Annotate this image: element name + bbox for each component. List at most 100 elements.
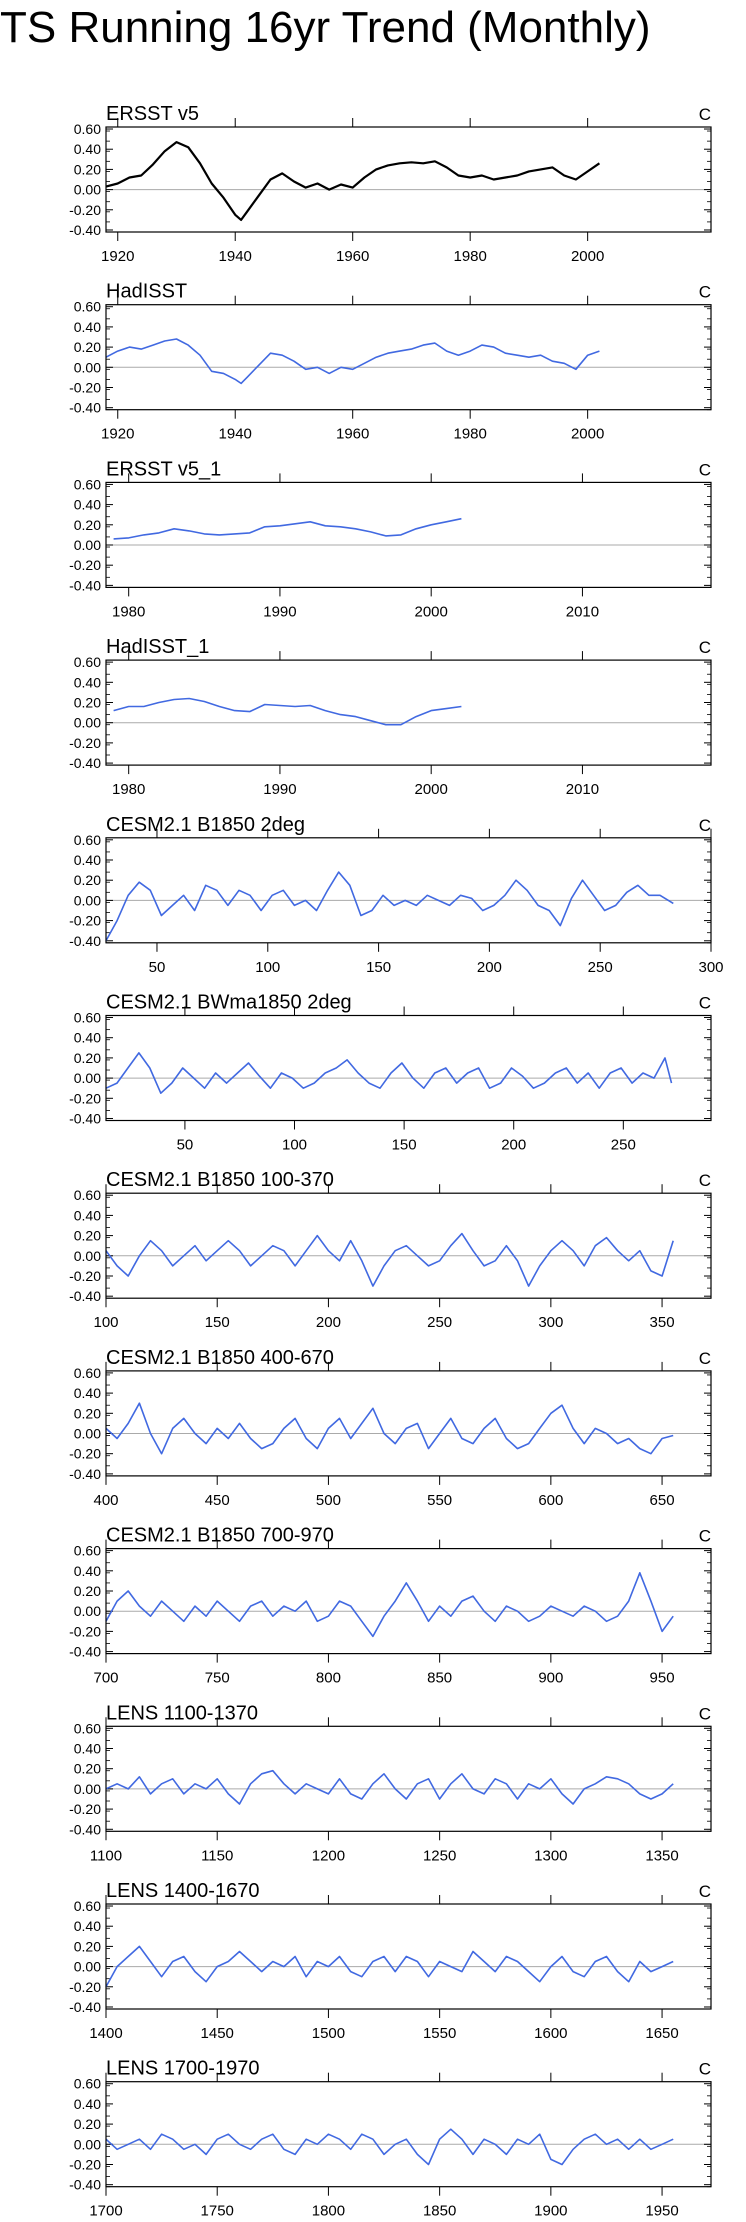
x-tick-label: 1450 xyxy=(201,2025,234,2042)
x-tick-label: 1600 xyxy=(534,2025,567,2042)
x-tick-label: 350 xyxy=(650,1314,675,1331)
panel-9: CESM2.1 B1850 700-970 C -0.40 -0.20 0.00 0.20… xyxy=(69,1525,712,1687)
series-line xyxy=(113,697,462,726)
x-tick-label: 1980 xyxy=(453,248,486,265)
y-tick-label: -0.40 xyxy=(69,1110,101,1126)
units-label: C xyxy=(699,1349,711,1368)
x-tick-label: 1920 xyxy=(101,426,134,443)
units-label: C xyxy=(699,1171,711,1190)
x-tick-label: 1500 xyxy=(312,2025,345,2042)
y-tick-label: 0.00 xyxy=(74,1248,101,1264)
panel-10: LENS 1100-1370 C -0.40 -0.20 0.00 0.20 0.40 0.6… xyxy=(69,1702,712,1864)
x-tick-label: 1650 xyxy=(645,2025,678,2042)
plot-frame xyxy=(105,304,712,411)
panel-title: HadISST xyxy=(106,281,187,303)
x-tick-label: 500 xyxy=(316,1492,341,1509)
x-tick-label: 1400 xyxy=(89,2025,122,2042)
x-tick-label: 50 xyxy=(177,1137,194,1154)
x-tick-label: 1960 xyxy=(336,426,369,443)
plot-frame xyxy=(105,1014,712,1122)
y-tick-label: 0.00 xyxy=(74,182,101,198)
plot-frame xyxy=(105,1903,712,2010)
x-tick-label: 1850 xyxy=(423,2203,456,2220)
y-tick-label: 0.20 xyxy=(74,1050,101,1066)
y-tick-label: -0.20 xyxy=(69,735,101,751)
x-tick-label: 1250 xyxy=(423,1847,456,1864)
x-tick-label: 150 xyxy=(392,1137,417,1154)
units-label: C xyxy=(699,460,711,479)
y-tick-label: -0.40 xyxy=(69,1466,101,1482)
y-tick-label: 0.20 xyxy=(74,2116,101,2132)
x-tick-label: 2000 xyxy=(571,248,604,265)
y-tick-label: 0.60 xyxy=(74,1543,101,1559)
x-tick-label: 1990 xyxy=(263,781,296,798)
panel-2: HadISST C -0.40 -0.20 0.00 0.20 0.40 0.60 1920 19… xyxy=(69,281,712,443)
x-tick-label: 1550 xyxy=(423,2025,456,2042)
y-tick-label: -0.20 xyxy=(69,2156,101,2172)
y-tick-label: -0.20 xyxy=(69,202,101,218)
y-tick-label: -0.20 xyxy=(69,1268,101,1284)
y-tick-label: 0.40 xyxy=(74,1563,101,1579)
x-tick-label: 2000 xyxy=(571,426,604,443)
series-line xyxy=(105,1572,674,1638)
y-tick-label: 0.40 xyxy=(74,1918,101,1934)
y-tick-label: 0.20 xyxy=(74,1405,101,1421)
panel-7: CESM2.1 B1850 100-370 C -0.40 -0.20 0.00 0.20… xyxy=(69,1169,712,1331)
units-label: C xyxy=(699,1527,711,1546)
y-tick-label: 0.00 xyxy=(74,1425,101,1441)
x-tick-label: 850 xyxy=(427,1670,452,1687)
x-tick-label: 50 xyxy=(149,959,166,976)
y-tick-label: 0.20 xyxy=(74,1583,101,1599)
y-tick-label: -0.20 xyxy=(69,557,101,573)
y-tick-label: 0.00 xyxy=(74,359,101,375)
x-tick-label: 1200 xyxy=(312,1847,345,1864)
panel-title: LENS 1400-1670 xyxy=(106,1880,259,1902)
y-tick-label: -0.40 xyxy=(69,1644,101,1660)
x-tick-label: 1980 xyxy=(112,603,145,620)
panel-3: ERSST v5_1 C -0.40 -0.20 0.00 0.20 0.40 0.60 198… xyxy=(69,458,712,620)
y-tick-label: 0.60 xyxy=(74,476,101,492)
x-tick-label: 2000 xyxy=(415,603,448,620)
x-tick-label: 100 xyxy=(255,959,280,976)
x-tick-label: 650 xyxy=(650,1492,675,1509)
y-tick-label: -0.40 xyxy=(69,1999,101,2015)
y-tick-label: -0.40 xyxy=(69,755,101,771)
plot-frame xyxy=(105,2081,712,2188)
x-tick-label: 300 xyxy=(538,1314,563,1331)
plot-frame xyxy=(105,1370,712,1477)
panel-title: HadISST_1 xyxy=(106,636,209,658)
y-tick-label: 0.40 xyxy=(74,1030,101,1046)
x-tick-label: 1940 xyxy=(219,426,252,443)
y-tick-label: 0.20 xyxy=(74,1761,101,1777)
y-tick-label: 0.00 xyxy=(74,892,101,908)
y-tick-label: -0.20 xyxy=(69,1979,101,1995)
figure-title: TS Running 16yr Trend (Monthly) xyxy=(0,3,651,52)
panel-title: CESM2.1 BWma1850 2deg xyxy=(106,992,352,1014)
x-tick-label: 800 xyxy=(316,1670,341,1687)
y-tick-label: 0.60 xyxy=(74,832,101,848)
y-tick-label: 0.20 xyxy=(74,339,101,355)
x-tick-label: 200 xyxy=(316,1314,341,1331)
y-tick-label: 0.40 xyxy=(74,674,101,690)
units-label: C xyxy=(699,1882,711,1901)
y-tick-label: 0.60 xyxy=(74,2076,101,2092)
plot-frame xyxy=(105,837,712,944)
panel-title: ERSST v5 xyxy=(106,103,199,125)
x-tick-label: 2010 xyxy=(566,603,599,620)
y-tick-label: -0.40 xyxy=(69,1288,101,1304)
panel-title: LENS 1700-1970 xyxy=(106,2058,259,2080)
y-tick-label: 0.60 xyxy=(74,1720,101,1736)
y-tick-label: 0.40 xyxy=(74,497,101,513)
y-tick-label: 0.40 xyxy=(74,1385,101,1401)
plot-frame xyxy=(105,126,712,233)
panel-11: LENS 1400-1670 C -0.40 -0.20 0.00 0.20 0.40 0.6… xyxy=(69,1880,712,2042)
y-tick-label: 0.60 xyxy=(74,299,101,315)
x-tick-label: 450 xyxy=(205,1492,230,1509)
y-tick-label: 0.00 xyxy=(74,1070,101,1086)
y-tick-label: 0.60 xyxy=(74,1898,101,1914)
x-tick-label: 1990 xyxy=(263,603,296,620)
series-line xyxy=(105,141,601,221)
units-label: C xyxy=(699,994,711,1013)
plot-frame xyxy=(105,481,712,588)
